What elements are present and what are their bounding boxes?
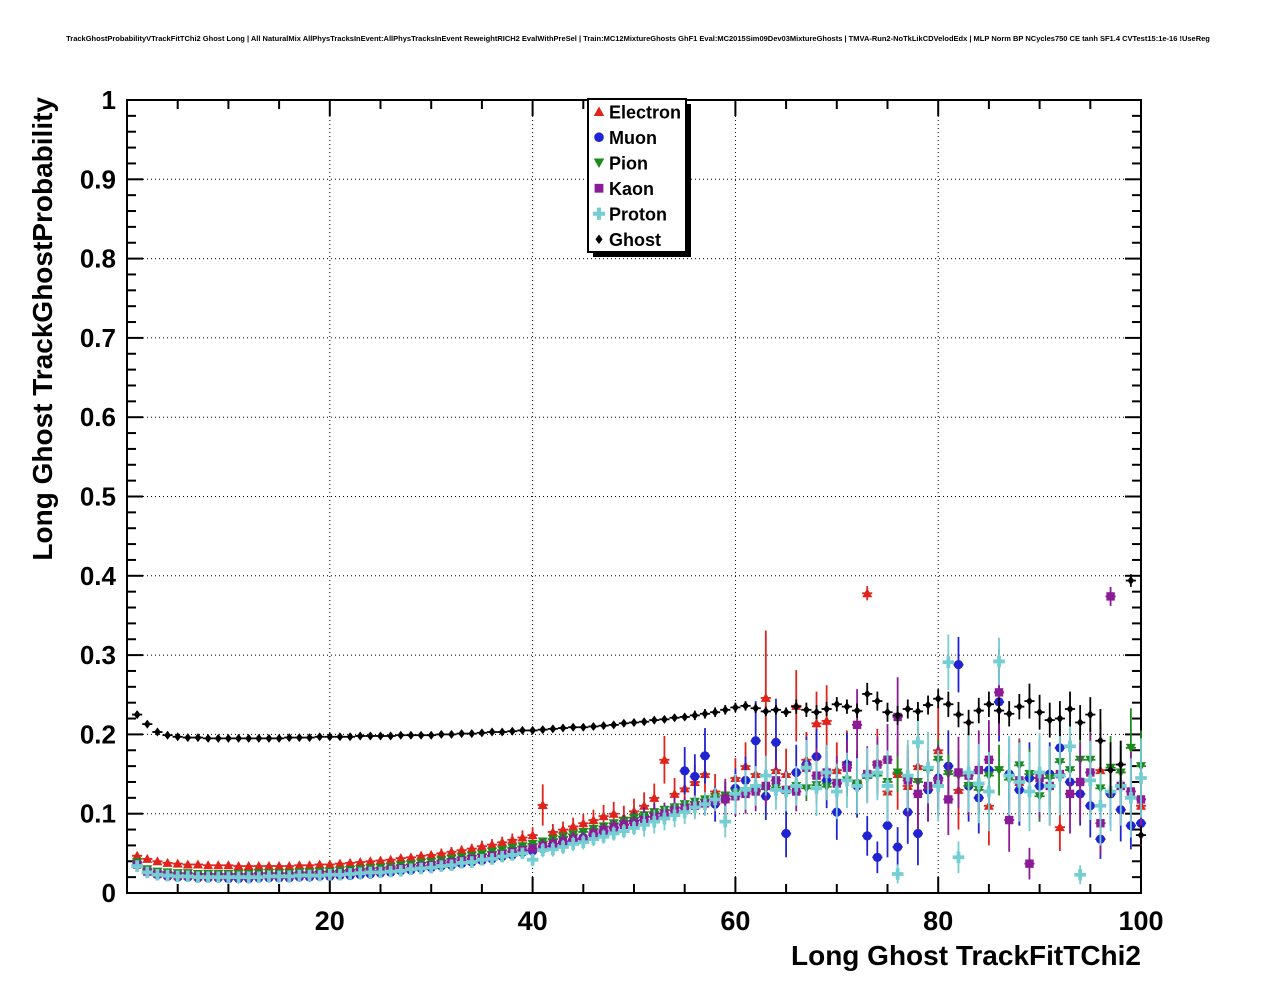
series-ghost [132, 574, 1147, 845]
legend-label-ghost: Ghost [609, 230, 661, 250]
series-kaon [132, 586, 1147, 881]
legend-entry-pion: Pion [593, 153, 648, 173]
legend-label-proton: Proton [609, 204, 667, 224]
y-tick-labels: 0 0.1 0.2 0.3 0.4 0.5 0.6 0.7 0.8 0.9 1 [80, 85, 117, 908]
legend-entry-kaon: Kaon [594, 179, 654, 199]
legend-label-muon: Muon [609, 128, 657, 148]
x-tick-label: 60 [720, 906, 750, 936]
y-tick-label: 0.6 [80, 402, 116, 432]
series-pion [132, 708, 1147, 879]
legend-label-electron: Electron [609, 102, 681, 122]
x-tick-label: 80 [923, 906, 953, 936]
plot-title: TrackGhostProbabilityVTrackFitTChi2 Ghos… [66, 34, 1210, 43]
x-tick-label: 40 [518, 906, 548, 936]
y-tick-label: 0.1 [80, 799, 116, 829]
y-tick-label: 0.9 [80, 164, 116, 194]
legend-entry-ghost: Ghost [595, 230, 661, 250]
legend: Electron Muon Pion Kaon Proton Ghost [587, 98, 691, 257]
y-tick-label: 1 [102, 85, 116, 115]
y-tick-label: 0.8 [80, 244, 116, 274]
legend-label-kaon: Kaon [609, 179, 654, 199]
y-axis-title: Long Ghost TrackGhostProbability [27, 97, 58, 561]
y-tick-label: 0.5 [80, 482, 116, 512]
x-tick-label: 100 [1118, 906, 1163, 936]
y-tick-label: 0.7 [80, 323, 116, 353]
legend-entry-proton: Proton [592, 204, 667, 224]
y-tick-label: 0.2 [80, 719, 116, 749]
axis-ticks [127, 100, 1142, 893]
legend-entry-electron: Electron [593, 102, 681, 122]
y-tick-label: 0.3 [80, 640, 116, 670]
x-tick-labels: 20 40 60 80 100 [315, 906, 1164, 936]
series-proton [131, 634, 1147, 885]
legend-entry-muon: Muon [594, 128, 657, 148]
legend-label-pion: Pion [609, 153, 648, 173]
y-tick-label: 0 [102, 878, 116, 908]
x-tick-label: 20 [315, 906, 345, 936]
x-axis-title: Long Ghost TrackFitTChi2 [791, 940, 1141, 971]
y-tick-label: 0.4 [80, 561, 117, 591]
